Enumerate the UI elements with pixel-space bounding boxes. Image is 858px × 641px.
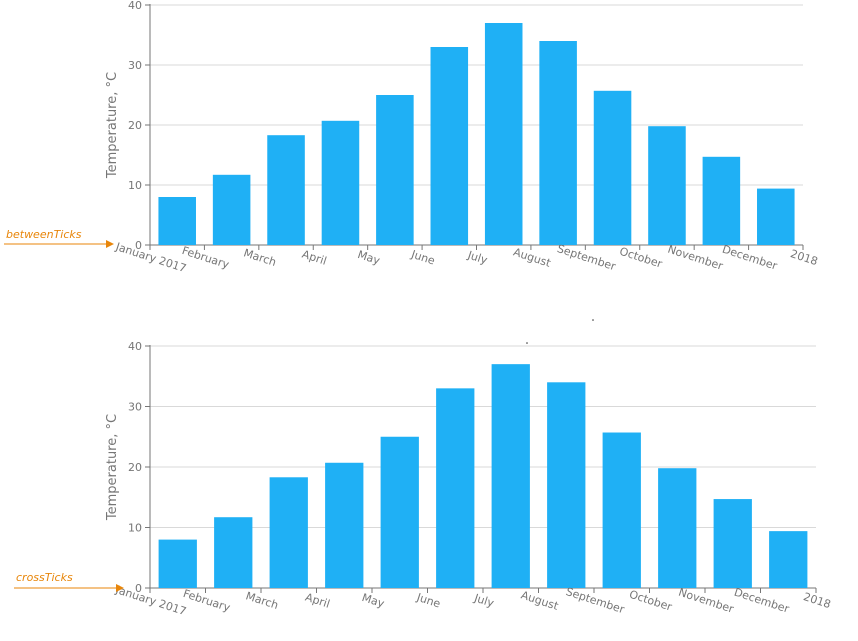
x-tick-label: December [721, 243, 780, 273]
stray-dot [526, 342, 528, 344]
x-tick-label: April [300, 248, 328, 268]
x-tick-label: May [360, 591, 386, 611]
x-tick-label: November [666, 243, 725, 273]
x-tick-label: August [512, 246, 553, 270]
y-tick-label: 40 [128, 0, 142, 12]
x-tick-label: 2018 [789, 247, 820, 268]
bar-december [769, 531, 808, 588]
x-tick-label: September [564, 585, 626, 616]
y-tick-label: 20 [128, 119, 142, 132]
bar-december [757, 188, 795, 245]
x-tick-label: June [409, 247, 437, 267]
x-tick-label: February [180, 244, 231, 272]
y-tick-label: 10 [128, 522, 142, 535]
x-tick-label: October [628, 588, 674, 614]
y-tick-label: 0 [135, 582, 142, 595]
bar-november [713, 499, 752, 588]
bar-september [593, 90, 632, 245]
x-tick-label: September [555, 242, 617, 273]
x-tick-label: February [181, 587, 232, 615]
bar-january-2017 [158, 539, 197, 588]
y-tick-label: 40 [128, 340, 142, 353]
bar-august [539, 41, 577, 245]
bar-april [321, 120, 360, 245]
bar-july [484, 23, 523, 245]
stray-dot [592, 319, 594, 321]
bar-october [648, 126, 686, 245]
x-tick-label: December [732, 586, 791, 616]
bar-january-2017 [158, 197, 196, 245]
x-tick-label: May [356, 248, 382, 268]
bar-july [491, 364, 530, 588]
bar-may [380, 436, 419, 588]
x-tick-label: June [414, 590, 442, 610]
y-axis-label: Temperature, °C [105, 414, 120, 521]
x-tick-label: November [677, 586, 736, 616]
bar-may [376, 95, 414, 245]
y-tick-label: 30 [128, 401, 142, 414]
bar-april [325, 462, 364, 588]
bar-june [436, 388, 475, 588]
bar-march [267, 135, 305, 245]
y-tick-label: 10 [128, 179, 142, 192]
x-tick-label: April [304, 591, 332, 611]
bar-october [658, 468, 697, 588]
bar-august [547, 382, 586, 588]
annotation-arrow-head [116, 584, 124, 592]
bar-november [702, 156, 741, 245]
x-tick-label: March [244, 589, 280, 612]
y-axis-label: Temperature, °C [105, 72, 120, 179]
x-tick-label: July [465, 248, 489, 267]
x-tick-label: 2018 [802, 590, 833, 611]
annotation-label: betweenTicks [6, 228, 82, 241]
x-tick-label: March [242, 246, 278, 269]
x-tick-label: August [519, 589, 560, 613]
annotation-label: crossTicks [16, 571, 73, 584]
bar-june [430, 47, 469, 245]
bar-february [214, 517, 253, 588]
y-tick-label: 0 [135, 239, 142, 252]
bar-march [269, 477, 308, 588]
y-tick-label: 20 [128, 461, 142, 474]
bar-september [602, 432, 641, 588]
annotation-arrow-head [106, 240, 114, 248]
bar-february [212, 174, 251, 245]
x-tick-label: July [472, 591, 496, 610]
y-tick-label: 30 [128, 59, 142, 72]
x-tick-label: October [618, 245, 664, 271]
